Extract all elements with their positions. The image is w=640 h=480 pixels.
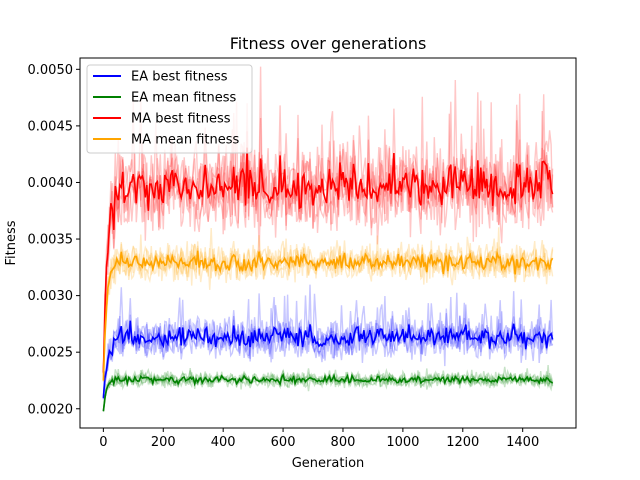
x-tick-label: 600 bbox=[271, 435, 296, 450]
series-mean-line bbox=[102, 250, 554, 381]
x-tick-label: 200 bbox=[151, 435, 176, 450]
y-tick-label: 0.0030 bbox=[28, 289, 74, 304]
series-mean-line bbox=[102, 147, 554, 373]
series-run-line bbox=[102, 284, 554, 399]
x-tick-label: 1000 bbox=[386, 435, 419, 450]
x-axis: 0 200 400 600 800 1000 1200 1400 bbox=[99, 428, 539, 450]
legend-box bbox=[86, 64, 253, 154]
chart-title: Fitness over generations bbox=[230, 34, 427, 53]
series-run-line bbox=[102, 240, 553, 379]
series-0 bbox=[102, 284, 554, 400]
legend: EA best fitness EA mean fitness MA best fi… bbox=[86, 64, 253, 154]
series-3 bbox=[102, 227, 554, 383]
y-tick-label: 0.0045 bbox=[28, 119, 74, 134]
y-tick-label: 0.0050 bbox=[28, 63, 74, 78]
series-run-line bbox=[102, 79, 554, 371]
series-2 bbox=[102, 66, 554, 377]
series-run-line bbox=[102, 295, 554, 399]
y-tick-label: 0.0020 bbox=[28, 402, 74, 417]
y-tick-label: 0.0040 bbox=[28, 176, 74, 191]
legend-label: MA mean fitness bbox=[131, 133, 240, 148]
legend-label: EA best fitness bbox=[131, 70, 228, 85]
series-mean-line bbox=[102, 320, 554, 398]
series-mean-line bbox=[102, 372, 554, 412]
series-run-line bbox=[102, 238, 553, 380]
x-tick-label: 1200 bbox=[446, 435, 479, 450]
legend-label: MA best fitness bbox=[131, 112, 231, 127]
x-tick-label: 1400 bbox=[506, 435, 539, 450]
x-tick-label: 400 bbox=[211, 435, 236, 450]
x-axis-label: Generation bbox=[292, 456, 365, 471]
x-tick-label: 800 bbox=[331, 435, 356, 450]
legend-label: EA mean fitness bbox=[131, 91, 237, 106]
y-tick-label: 0.0035 bbox=[28, 233, 74, 248]
y-axis: 0.0020 0.0025 0.0030 0.0035 0.0040 0.0045 0.00… bbox=[28, 63, 80, 417]
plot-frame bbox=[79, 57, 577, 429]
series-layer bbox=[102, 66, 554, 413]
series-run-line bbox=[102, 369, 554, 411]
series-1 bbox=[102, 364, 554, 413]
x-tick-label: 0 bbox=[99, 435, 107, 450]
y-tick-label: 0.0025 bbox=[28, 346, 74, 361]
y-axis-label: Fitness bbox=[4, 220, 19, 265]
